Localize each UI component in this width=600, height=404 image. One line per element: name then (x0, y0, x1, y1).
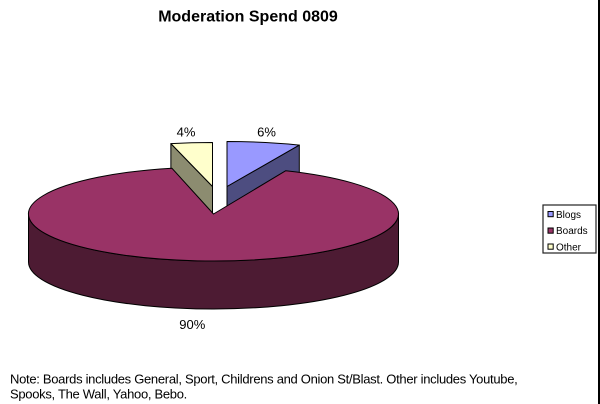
svg-text:90%: 90% (179, 317, 205, 332)
svg-text:Other: Other (556, 242, 582, 253)
svg-text:Note: Boards includes General,: Note: Boards includes General, Sport, Ch… (10, 372, 517, 387)
svg-text:Spooks, The Wall, Yahoo, Bebo.: Spooks, The Wall, Yahoo, Bebo. (10, 387, 187, 402)
svg-text:4%: 4% (177, 124, 196, 139)
svg-text:6%: 6% (257, 124, 276, 139)
svg-text:Blogs: Blogs (556, 210, 581, 221)
svg-text:Moderation Spend 0809: Moderation Spend 0809 (158, 8, 338, 25)
svg-text:Boards: Boards (556, 226, 588, 237)
